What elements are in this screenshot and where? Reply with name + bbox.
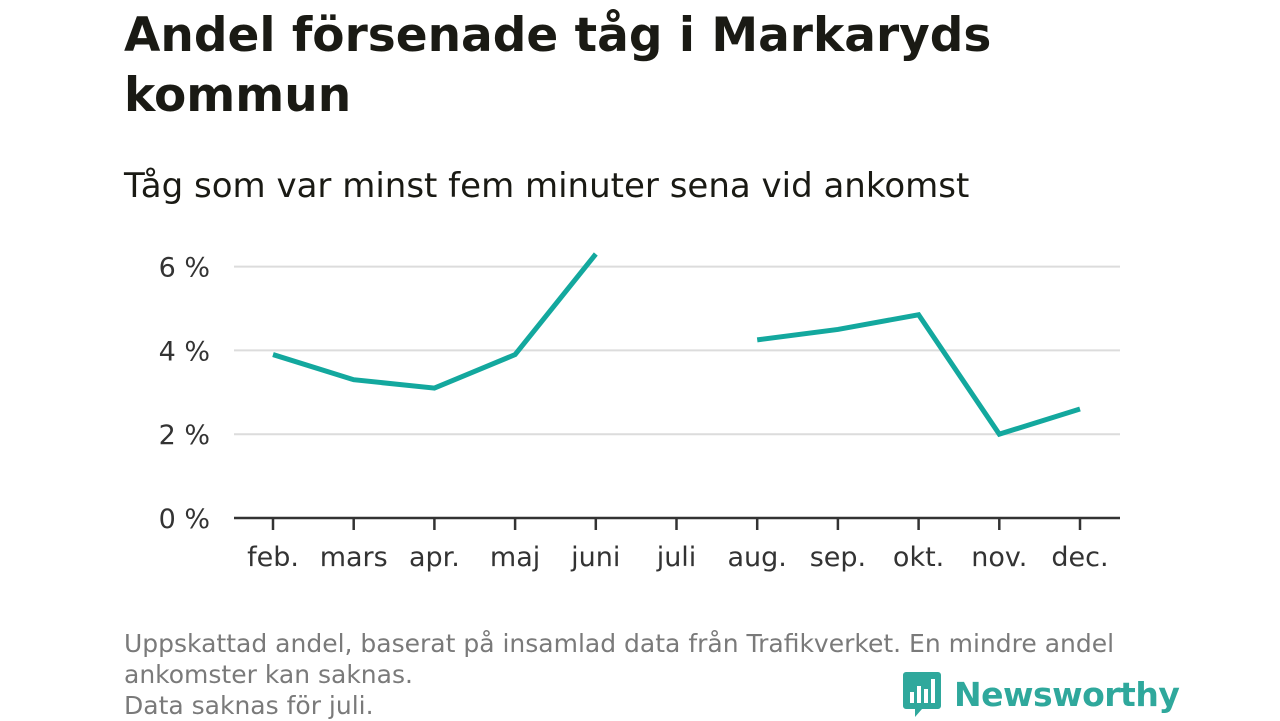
source-note: Uppskattad andel, baserat på insamlad da…	[124, 628, 1164, 721]
y-tick-label: 2 %	[159, 420, 210, 451]
series-line	[272, 252, 598, 391]
x-tick-label: okt.	[893, 542, 944, 573]
x-tick-label: mars	[320, 542, 388, 573]
x-tick-label: sep.	[810, 542, 866, 573]
newsworthy-chart-icon	[903, 672, 941, 717]
line-chart: 0 % 2 % 4 % 6 % feb. mars apr. maj juni juli aug. s…	[159, 252, 1120, 573]
y-tick-label: 0 %	[159, 504, 210, 535]
series-line	[756, 312, 1081, 438]
y-tick-label: 4 %	[159, 336, 210, 367]
x-tick-label: feb.	[247, 542, 299, 573]
x-tick-label: apr.	[409, 542, 460, 573]
x-tick-label: nov.	[971, 542, 1027, 573]
x-tick-label: dec.	[1051, 542, 1108, 573]
chart-title: Andel försenade tåg i Markaryds kommun	[124, 8, 992, 123]
source-note-line-3: Data saknas för juli.	[124, 691, 374, 720]
logo-text: Newsworthy	[954, 674, 1180, 714]
source-note-line-1: Uppskattad andel, baserat på insamlad da…	[124, 629, 1115, 658]
x-tick-label: juni	[570, 542, 620, 573]
newsworthy-logo: Newsworthy	[902, 670, 1180, 718]
x-tick-label: maj	[490, 542, 540, 573]
x-tick-label: aug.	[728, 542, 787, 573]
source-note-line-2: ankomster kan saknas.	[124, 660, 413, 689]
chart-subtitle: Tåg som var minst fem minuter sena vid a…	[124, 166, 970, 206]
x-tick-label: juli	[656, 542, 697, 573]
y-tick-label: 6 %	[159, 253, 210, 284]
